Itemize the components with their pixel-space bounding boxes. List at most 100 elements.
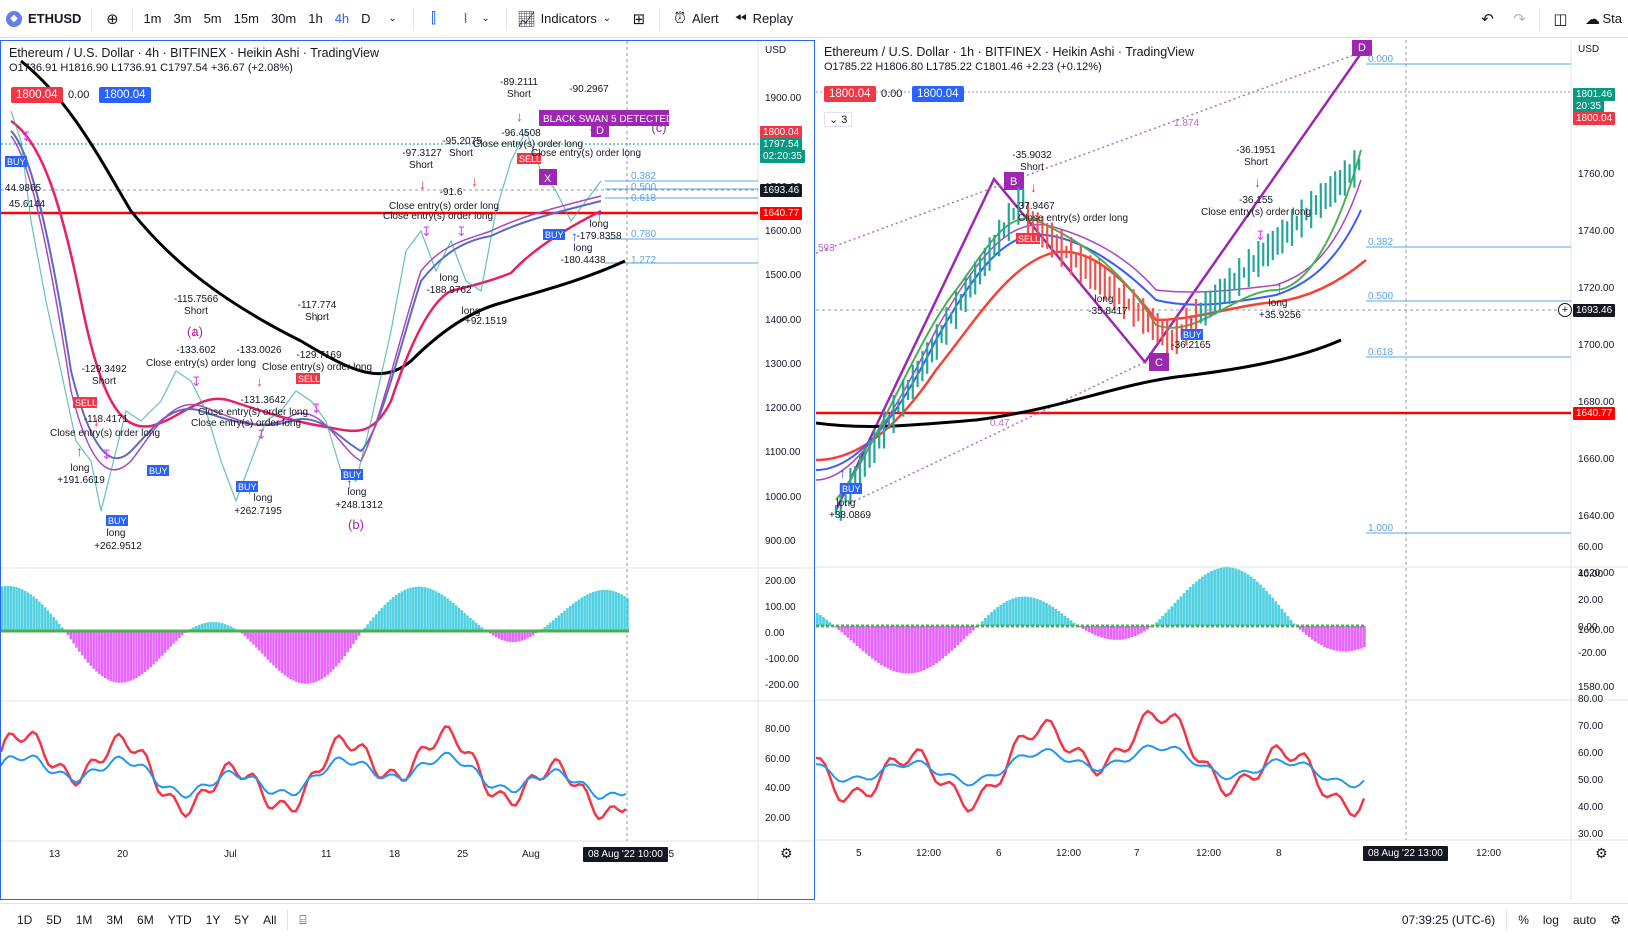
percent-scale-toggle[interactable]: % [1518, 913, 1529, 927]
add-alert-icon[interactable]: + [1558, 303, 1572, 317]
range-6m[interactable]: 6M [137, 913, 154, 927]
symbol-search[interactable]: ◆ ETHUSD [0, 0, 87, 38]
templates-button[interactable]: ⊞ [623, 0, 655, 38]
svg-text:↧: ↧ [1255, 228, 1266, 243]
interval-d[interactable]: D [361, 11, 371, 26]
svg-text:-133.602: -133.602 [176, 345, 216, 356]
svg-text:long: long [254, 493, 273, 504]
interval-1m[interactable]: 1m [143, 11, 162, 26]
interval-4h[interactable]: 4h [334, 11, 350, 26]
price-tag: 1800.04 [1573, 112, 1616, 125]
svg-text:Close entry(s) order long: Close entry(s) order long [50, 428, 160, 439]
range-1y[interactable]: 1Y [205, 913, 221, 927]
range-all[interactable]: All [263, 913, 277, 927]
chart-canvas-1h[interactable]: B C D 1.874 0.47 593 ↓↓ ↑↑↑↑ ↧↧ SELL BUY… [816, 40, 1628, 900]
range-5d[interactable]: 5D [46, 913, 62, 927]
log-scale-toggle[interactable]: log [1542, 913, 1559, 927]
buy-price-button[interactable]: 1800.04 [912, 86, 964, 102]
range-3m[interactable]: 3M [106, 913, 124, 927]
svg-text:-95.2075: -95.2075 [442, 136, 482, 147]
svg-text:0.500: 0.500 [1368, 291, 1393, 302]
svg-text:(a): (a) [187, 324, 203, 339]
auto-scale-toggle[interactable]: auto [1572, 913, 1597, 927]
gear-icon: ⚙ [1610, 913, 1621, 927]
price-tick: 1700.00 [1578, 340, 1615, 351]
chart-settings-gear-icon[interactable]: ⚙ [780, 845, 793, 861]
redo-button[interactable]: ↷ [1503, 0, 1535, 38]
svg-text:↧: ↧ [421, 224, 432, 239]
chart-legend-1h[interactable]: Ethereum / U.S. Dollar · 1h · BITFINEX ·… [824, 45, 1194, 73]
price-tick: 1300.00 [765, 358, 802, 370]
indicator-count-badge[interactable]: ⌄ 3 [824, 112, 853, 127]
svg-text:↑: ↑ [76, 443, 83, 459]
grid-icon: ⊞ [632, 10, 646, 28]
buy-tag: BUY [343, 470, 362, 480]
range-1m[interactable]: 1M [75, 913, 93, 927]
interval-15m[interactable]: 15m [233, 11, 259, 26]
osc-tick: 60.00 [1578, 748, 1604, 759]
chart-pane-1h[interactable]: B C D 1.874 0.47 593 ↓↓ ↑↑↑↑ ↧↧ SELL BUY… [816, 40, 1628, 900]
axis-currency[interactable]: USD [765, 45, 787, 56]
sell-price-button[interactable]: 1800.04 [824, 86, 876, 102]
svg-text:long: long [1095, 294, 1114, 305]
countdown-tag: 02:20:35 [760, 150, 805, 163]
svg-text:Close entry(s) order long: Close entry(s) order long [198, 407, 308, 418]
svg-text:0.000: 0.000 [1368, 54, 1393, 65]
replay-button[interactable]: ⏪︎ Replay [725, 0, 799, 38]
interval-3m[interactable]: 3m [173, 11, 192, 26]
chart-pane-4h[interactable]: ↓↓↓↓↓↓↓↓ ↑↑↑↑↑ ↧↧↧↧↧↧↧ SELL SELL SELL BU… [0, 40, 815, 900]
goto-date-button[interactable]: ⌸ [292, 913, 313, 928]
chart-type-bars-button[interactable]: ⧘ ⌄ [450, 0, 502, 38]
svg-text:long: long [440, 273, 459, 284]
sell-tag: SELL [75, 398, 97, 408]
interval-dropdown[interactable]: ⌄ [377, 0, 409, 38]
interval-5m[interactable]: 5m [203, 11, 222, 26]
svg-text:+38.0869: +38.0869 [829, 510, 871, 521]
range-1d[interactable]: 1D [17, 913, 33, 927]
osc-tick: 80.00 [1578, 694, 1604, 705]
interval-1h[interactable]: 1h [308, 11, 323, 26]
axis-currency[interactable]: USD [1578, 44, 1600, 55]
sell-tag: SELL [519, 154, 541, 164]
chevron-down-icon: ⌄ [481, 13, 490, 24]
layout-button[interactable]: ◫ [1544, 0, 1576, 38]
svg-text:long: long [71, 463, 90, 474]
svg-text:-36.155: -36.155 [1239, 195, 1273, 206]
range-ytd[interactable]: YTD [167, 913, 192, 927]
clock-label[interactable]: 07:39:25 (UTC-6) [1401, 913, 1496, 927]
svg-text:BUY: BUY [1183, 330, 1202, 340]
svg-text:↧: ↧ [311, 401, 322, 416]
chart-canvas-4h[interactable]: ↓↓↓↓↓↓↓↓ ↑↑↑↑↑ ↧↧↧↧↧↧↧ SELL SELL SELL BU… [1, 41, 815, 900]
svg-text:↓: ↓ [256, 373, 263, 389]
plus-circle-icon: ⊕ [106, 10, 119, 28]
svg-text:+92.1519: +92.1519 [465, 316, 507, 327]
chart-type-candles-button[interactable]: ⫿ [418, 0, 450, 38]
start-button[interactable]: ☁︎ Sta [1576, 0, 1628, 38]
range-5y[interactable]: 5Y [234, 913, 250, 927]
svg-text:↓: ↓ [191, 323, 198, 339]
svg-text:Short: Short [1020, 162, 1044, 173]
ethereum-logo-icon: ◆ [6, 10, 22, 27]
sell-price-button[interactable]: 1800.04 [11, 87, 63, 103]
alert-button[interactable]: ⏰︎ Alert [664, 0, 725, 38]
compare-button[interactable]: ⊕ [96, 0, 128, 38]
svg-text:↧: ↧ [101, 447, 112, 462]
svg-text:0.618: 0.618 [1368, 347, 1393, 358]
indicators-button[interactable]: 📈︎ Indicators ⌄ [511, 0, 623, 38]
svg-text:↑: ↑ [839, 465, 846, 481]
interval-30m[interactable]: 30m [270, 11, 297, 26]
price-tick: 1660.00 [1578, 454, 1615, 465]
price-tick: 1400.00 [765, 314, 802, 326]
black-swan-banner [539, 110, 669, 126]
price-tick: 1500.00 [765, 270, 802, 282]
osc-tick: 50.00 [1578, 775, 1604, 786]
undo-button[interactable]: ↶ [1471, 0, 1503, 38]
svg-text:D: D [596, 125, 604, 137]
buy-price-button[interactable]: 1800.04 [99, 87, 151, 103]
svg-text:Short: Short [1244, 157, 1268, 168]
chart-legend-4h[interactable]: Ethereum / U.S. Dollar · 4h · BITFINEX ·… [9, 46, 379, 74]
axis-settings-button[interactable]: ⚙ [1603, 913, 1628, 927]
chart-settings-gear-icon[interactable]: ⚙ [1595, 845, 1608, 861]
svg-text:1.272: 1.272 [631, 255, 656, 266]
svg-text:↧: ↧ [21, 129, 32, 144]
